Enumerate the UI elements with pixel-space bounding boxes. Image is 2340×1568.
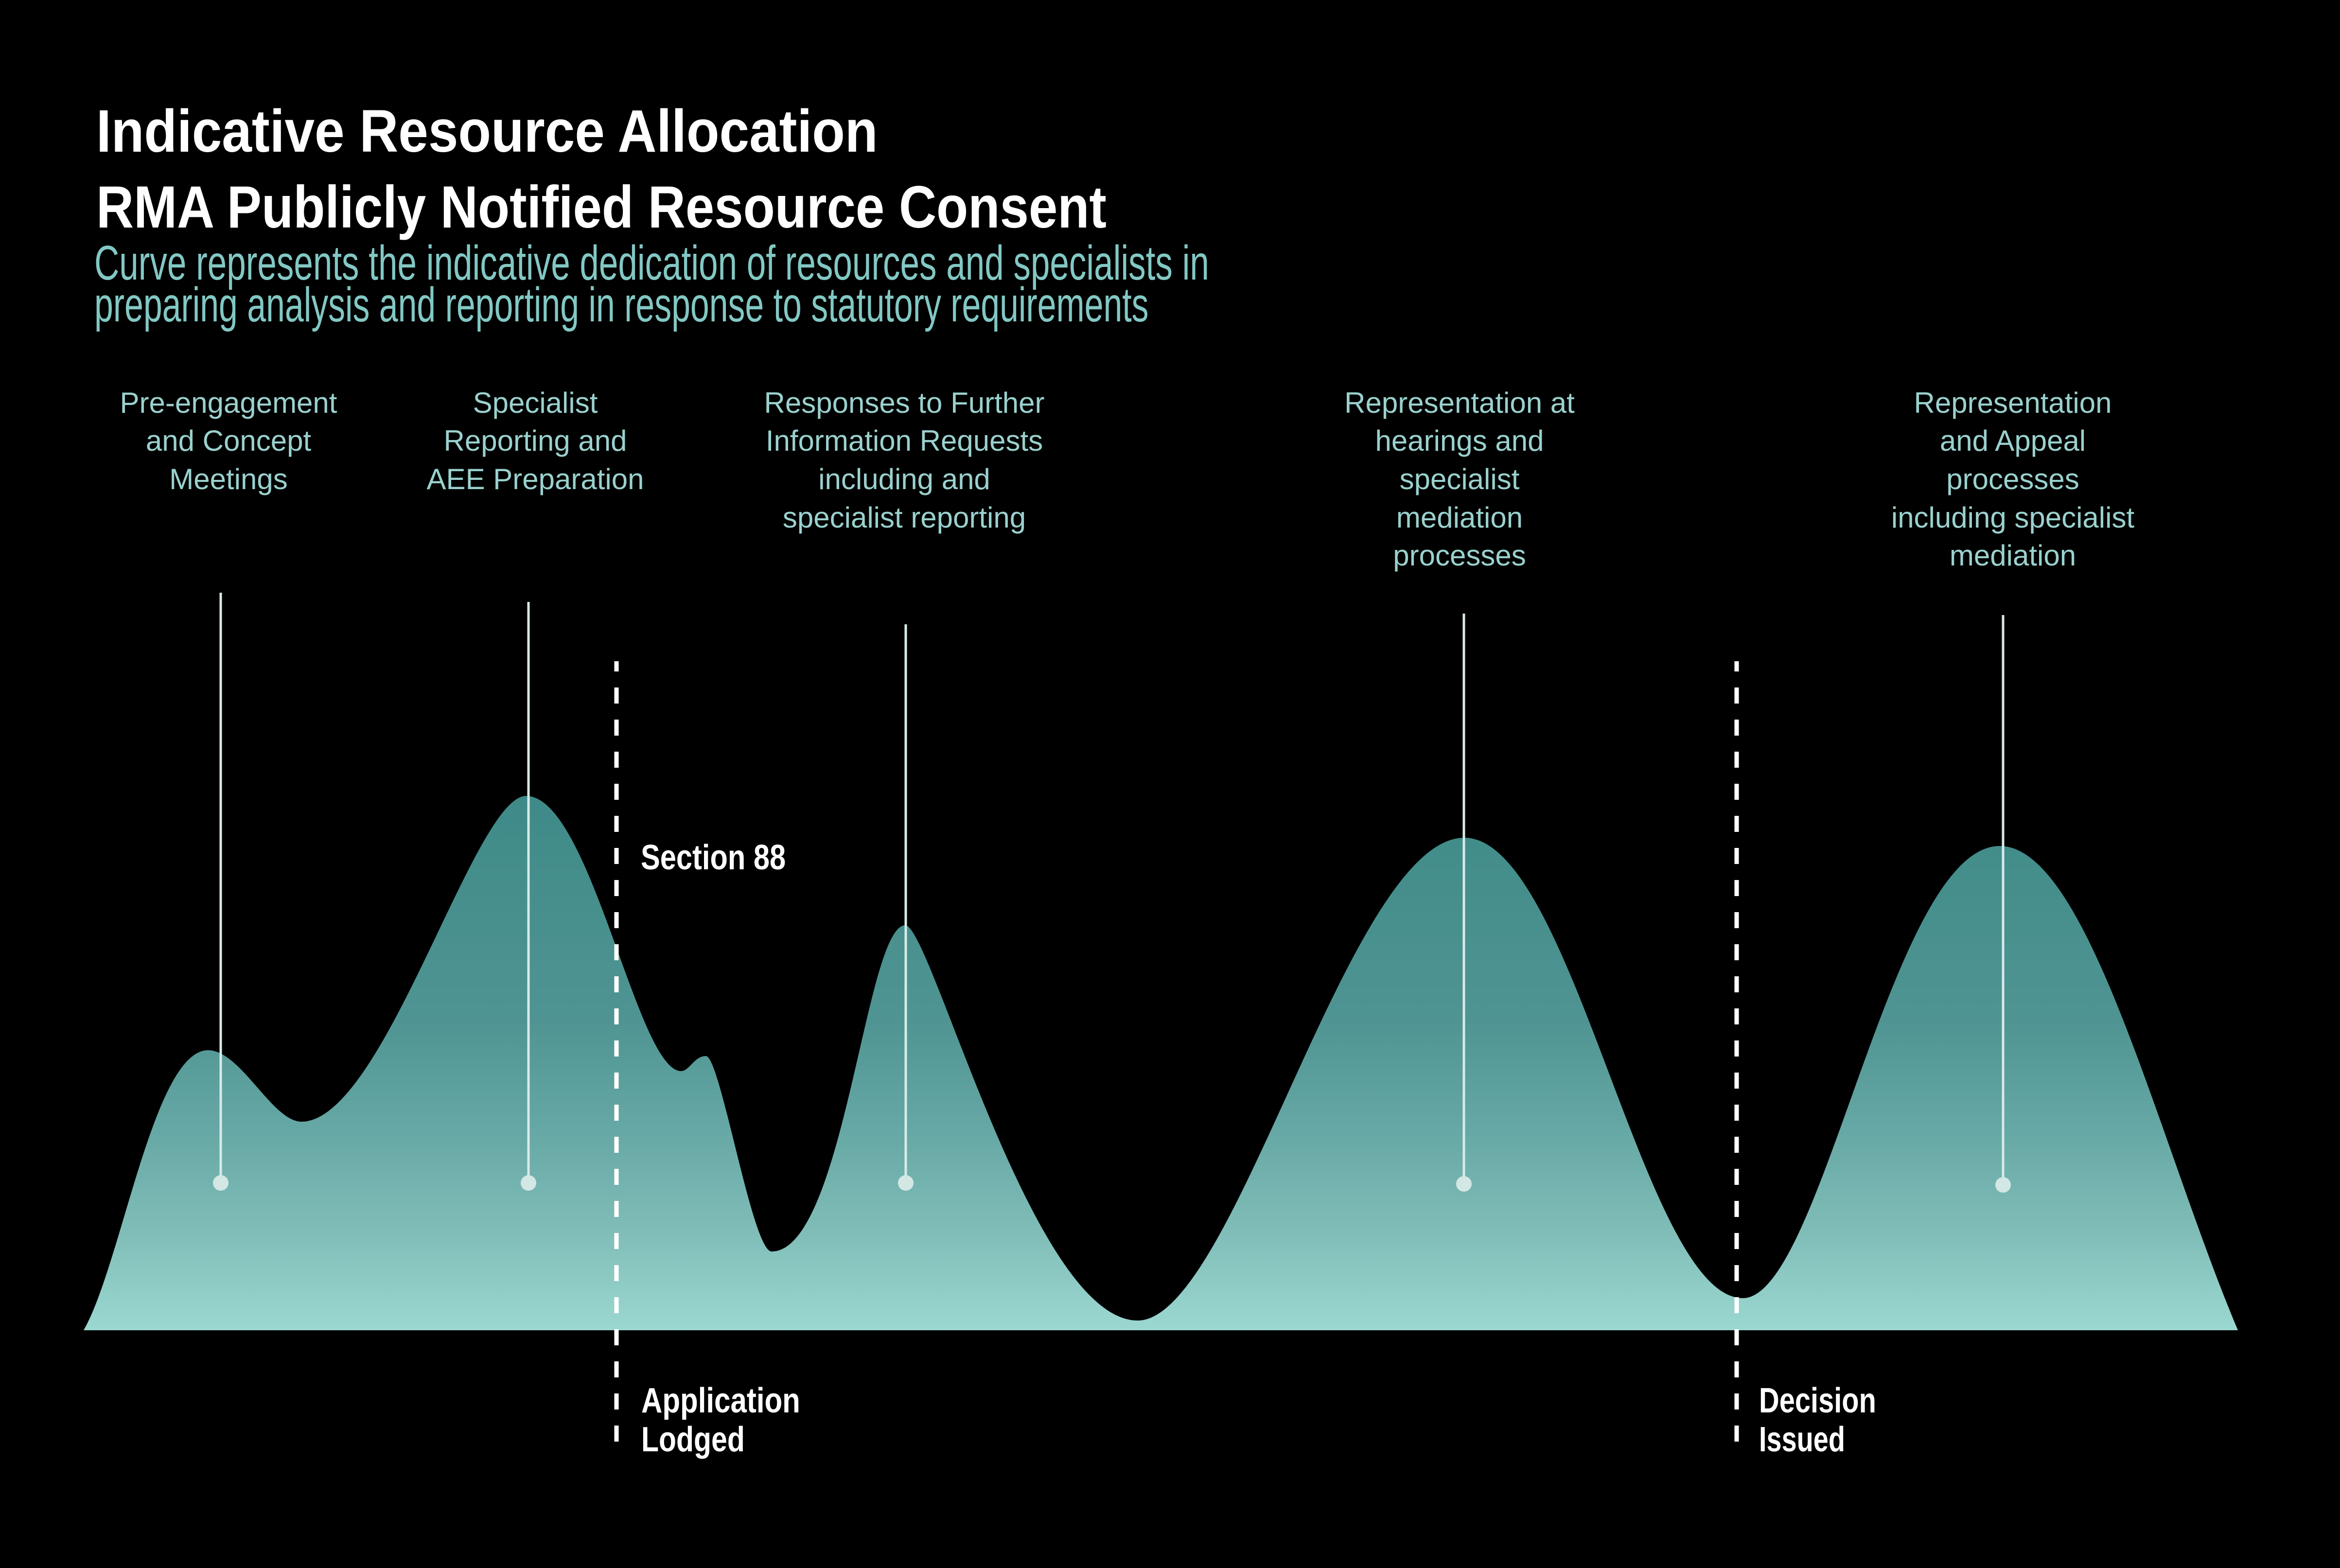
svg-text:Issued: Issued xyxy=(1759,1420,1845,1459)
svg-text:Representation: Representation xyxy=(1914,387,2112,419)
svg-text:processes: processes xyxy=(1393,539,1526,572)
svg-text:hearings and: hearings and xyxy=(1375,424,1544,457)
svg-text:Indicative Resource Allocation: Indicative Resource Allocation xyxy=(96,98,878,165)
svg-text:specialist reporting: specialist reporting xyxy=(783,501,1026,534)
svg-text:RMA Publicly Notified Resource: RMA Publicly Notified Resource Consent xyxy=(96,174,1107,241)
svg-text:specialist: specialist xyxy=(1400,463,1520,495)
svg-text:Application: Application xyxy=(641,1381,800,1420)
svg-text:Decision: Decision xyxy=(1759,1381,1876,1420)
svg-text:Section 88: Section 88 xyxy=(641,838,786,878)
svg-text:including and: including and xyxy=(818,463,990,495)
svg-text:mediation: mediation xyxy=(1950,539,2076,572)
svg-text:and Concept: and Concept xyxy=(146,424,312,457)
svg-text:Meetings: Meetings xyxy=(169,463,287,495)
svg-text:and Appeal: and Appeal xyxy=(1940,424,2086,457)
svg-text:preparing analysis and reporti: preparing analysis and reporting in resp… xyxy=(94,278,1149,332)
svg-text:processes: processes xyxy=(1946,463,2079,495)
svg-text:Lodged: Lodged xyxy=(641,1419,745,1459)
svg-text:Representation at: Representation at xyxy=(1344,387,1575,419)
svg-text:Specialist: Specialist xyxy=(473,387,598,419)
svg-text:Pre-engagement: Pre-engagement xyxy=(120,387,337,419)
svg-text:mediation: mediation xyxy=(1396,501,1523,534)
svg-text:including specialist: including specialist xyxy=(1891,501,2135,534)
svg-text:AEE Preparation: AEE Preparation xyxy=(427,463,644,495)
svg-text:Information Requests: Information Requests xyxy=(766,424,1043,457)
svg-text:Responses to Further: Responses to Further xyxy=(764,387,1045,419)
svg-text:Curve represents the indicativ: Curve represents the indicative dedicati… xyxy=(94,236,1209,290)
svg-text:Reporting and: Reporting and xyxy=(444,424,627,457)
